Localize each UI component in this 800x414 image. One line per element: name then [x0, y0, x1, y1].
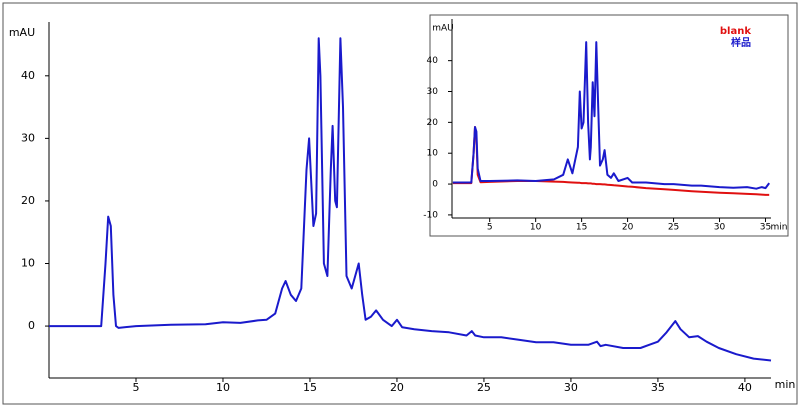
x-tick-label: 30	[714, 223, 726, 233]
legend-label: blank	[720, 26, 751, 37]
y-tick-label: 40	[427, 56, 439, 66]
x-axis-label: min	[771, 223, 788, 233]
series-line	[452, 41, 771, 190]
x-tick-label: 10	[216, 381, 230, 394]
y-axis-label: mAU	[432, 24, 454, 34]
y-tick-label: 40	[21, 69, 35, 82]
x-tick-label: 40	[738, 381, 752, 394]
y-tick-label: 20	[21, 194, 35, 207]
y-tick-label: 10	[21, 257, 35, 270]
x-tick-label: 15	[303, 381, 317, 394]
x-tick-label: 25	[668, 223, 679, 233]
y-tick-label: 0	[28, 319, 35, 332]
x-tick-label: 35	[651, 381, 665, 394]
legend-label: 样品	[731, 36, 751, 49]
x-tick-label: 5	[487, 223, 493, 233]
inset-frame	[429, 14, 789, 237]
y-tick-label: 30	[21, 131, 35, 144]
x-tick-label: 35	[760, 223, 771, 233]
x-tick-label: 20	[390, 381, 404, 394]
x-axis-label: min	[775, 378, 796, 391]
x-tick-label: 5	[132, 381, 139, 394]
x-tick-label: 25	[477, 381, 491, 394]
y-tick-label: 10	[427, 149, 439, 159]
x-tick-label: 10	[530, 223, 542, 233]
y-tick-label: -10	[423, 210, 438, 220]
y-axis-label: mAU	[9, 26, 35, 39]
x-tick-label: 20	[622, 223, 634, 233]
x-tick-label: 30	[564, 381, 578, 394]
series-line	[49, 37, 772, 362]
y-tick-label: 30	[427, 87, 439, 97]
y-tick-label: 0	[432, 180, 438, 190]
x-tick-label: 15	[576, 223, 587, 233]
y-tick-label: 20	[427, 118, 439, 128]
